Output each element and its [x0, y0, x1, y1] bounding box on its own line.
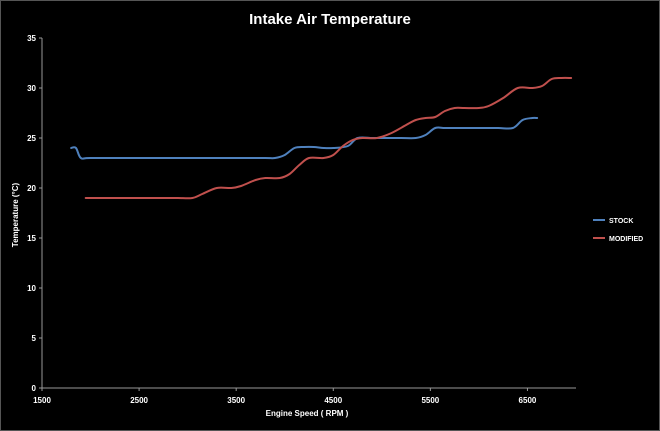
x-axis-title: Engine Speed ( RPM ): [266, 409, 349, 418]
y-tick-label: 25: [27, 134, 36, 143]
y-tick-label: 10: [27, 284, 36, 293]
x-axis-ticks: 1500 2500 3500 4500 5500 6500: [33, 388, 537, 405]
y-axis-ticks: 0 5 10 15 20 25 30 35: [27, 34, 42, 393]
x-tick-label: 5500: [421, 396, 439, 405]
x-tick-label: 3500: [227, 396, 245, 405]
legend-item-stock: STOCK: [593, 218, 633, 225]
legend-label: STOCK: [609, 218, 633, 225]
series-line-stock: [70, 116, 539, 160]
legend: STOCK MODIFIED: [593, 218, 643, 243]
x-tick-label: 6500: [519, 396, 537, 405]
y-tick-label: 0: [32, 384, 37, 393]
y-tick-label: 15: [27, 234, 36, 243]
x-tick-label: 4500: [324, 396, 342, 405]
legend-label: MODIFIED: [609, 236, 643, 243]
x-tick-label: 1500: [33, 396, 51, 405]
legend-item-modified: MODIFIED: [593, 236, 643, 243]
y-tick-label: 35: [27, 34, 36, 43]
chart-title: Intake Air Temperature: [249, 11, 411, 28]
series-lines: [70, 76, 573, 200]
y-tick-label: 20: [27, 184, 36, 193]
series-line-modified: [84, 76, 573, 200]
y-tick-label: 30: [27, 84, 36, 93]
x-tick-label: 2500: [130, 396, 148, 405]
y-axis-title: Temperature (°C): [11, 182, 20, 247]
y-tick-label: 5: [32, 334, 37, 343]
